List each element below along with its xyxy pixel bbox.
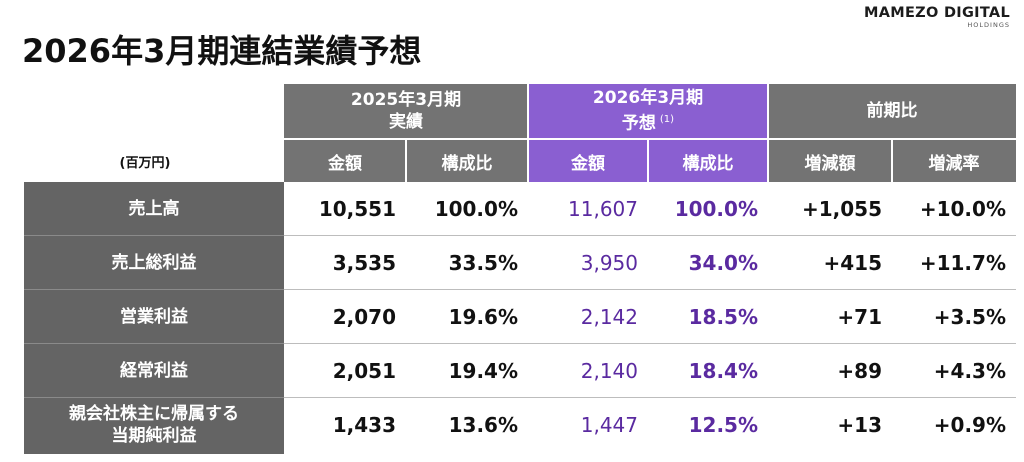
header-2026-line2: 予想 (621, 113, 656, 134)
cell-2026-ratio: 18.4% (688, 359, 758, 383)
row-label: 営業利益 (24, 290, 284, 344)
cell-change: +1,055 (801, 197, 882, 221)
cell-2025-ratio: 19.4% (448, 359, 518, 383)
header-2025-line2: 実績 (389, 112, 423, 132)
label-divider (24, 397, 284, 398)
cell-2026-amount: 2,140 (580, 359, 638, 383)
row-label-line1: 経常利益 (120, 361, 188, 381)
cell-change-rate: +11.7% (919, 251, 1006, 275)
unit-label: (百万円) (119, 155, 171, 171)
label-divider (24, 289, 284, 290)
cell-2025-ratio: 33.5% (448, 251, 518, 275)
subheader-2026-amount: 金額 (528, 140, 648, 182)
cell-2026-ratio: 18.5% (688, 305, 758, 329)
cell-2026-amount: 2,142 (580, 305, 638, 329)
logo-subtext: HOLDINGS (967, 21, 1010, 29)
subheader-2026-ratio: 構成比 (648, 140, 768, 182)
cell-change: +71 (837, 305, 882, 329)
cell-change: +89 (837, 359, 882, 383)
header-yoy-label: 前期比 (866, 101, 918, 121)
header-2026-forecast: 2026年3月期 予想 (1) (528, 84, 768, 138)
cell-change: +415 (823, 251, 882, 275)
header-2026-line1: 2026年3月期 (592, 88, 704, 109)
row-divider (284, 289, 1016, 290)
cell-2026-amount: 11,607 (568, 197, 638, 221)
cell-2026-amount: 3,950 (580, 251, 638, 275)
cell-2025-amount: 10,551 (318, 197, 396, 221)
row-divider (284, 397, 1016, 398)
cell-change: +13 (837, 413, 882, 437)
cell-change-rate: +4.3% (933, 359, 1006, 383)
cell-2026-ratio: 12.5% (688, 413, 758, 437)
cell-2026-ratio: 34.0% (688, 251, 758, 275)
row-label: 経常利益 (24, 344, 284, 398)
row-divider (284, 235, 1016, 236)
row-label-line1: 売上総利益 (111, 253, 197, 273)
cell-2025-amount: 2,070 (332, 305, 396, 329)
row-label-line1: 親会社株主に帰属する (69, 404, 239, 424)
logo-text: MAMEZO DIGITAL (863, 5, 1010, 21)
row-label-line2: 当期純利益 (111, 426, 197, 446)
label-divider (24, 235, 284, 236)
cell-change-rate: +10.0% (919, 197, 1006, 221)
cell-change-rate: +3.5% (933, 305, 1006, 329)
subheader-change-rate: 増減率 (892, 140, 1016, 182)
cell-2026-amount: 1,447 (580, 413, 638, 437)
subheader-2025-ratio: 構成比 (406, 140, 528, 182)
cell-2025-ratio: 19.6% (448, 305, 518, 329)
subheader-change: 増減額 (768, 140, 892, 182)
cell-2025-ratio: 13.6% (448, 413, 518, 437)
cell-2026-ratio: 100.0% (674, 197, 758, 221)
page-title: 2026年3月期連結業績予想 (22, 32, 422, 70)
cell-2025-amount: 3,535 (332, 251, 396, 275)
footnote-marker: (1) (659, 114, 675, 126)
row-label-line1: 営業利益 (120, 307, 188, 327)
company-logo: MAMEZO DIGITAL HOLDINGS (860, 4, 1010, 29)
header-2025-actual: 2025年3月期 実績 (284, 84, 528, 138)
row-label: 親会社株主に帰属する 当期純利益 (24, 398, 284, 452)
row-divider (284, 343, 1016, 344)
cell-2025-ratio: 100.0% (434, 197, 518, 221)
header-yoy: 前期比 (768, 84, 1016, 138)
cell-2025-amount: 1,433 (332, 413, 396, 437)
subheader-2025-amount: 金額 (284, 140, 406, 182)
row-label: 売上総利益 (24, 236, 284, 290)
row-label: 売上高 (24, 182, 284, 236)
cell-change-rate: +0.9% (933, 413, 1006, 437)
row-label-line1: 売上高 (128, 199, 180, 219)
label-divider (24, 343, 284, 344)
header-2025-line1: 2025年3月期 (350, 90, 462, 110)
cell-2025-amount: 2,051 (332, 359, 396, 383)
